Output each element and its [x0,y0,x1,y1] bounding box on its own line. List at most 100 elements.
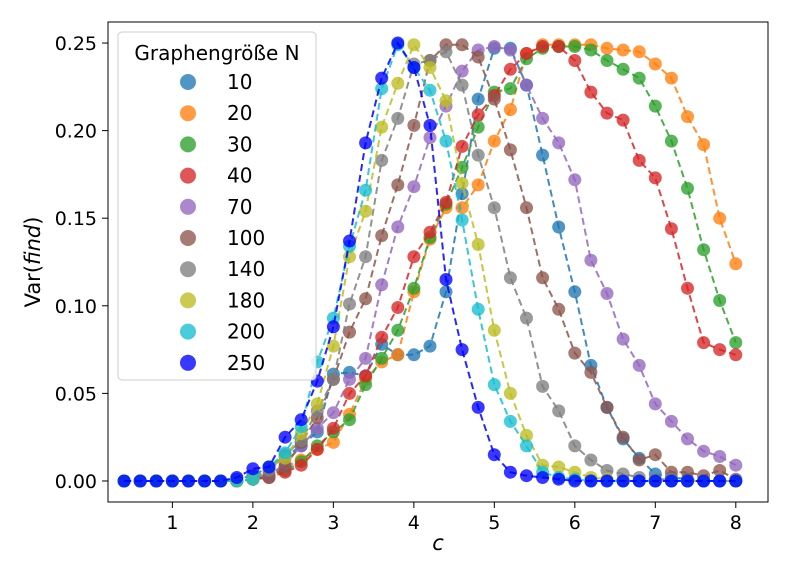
data-point [471,238,485,251]
data-point [423,225,437,239]
data-point [568,439,582,453]
data-point [600,54,614,67]
data-point [375,71,389,85]
data-point [326,406,340,420]
data-point [600,41,614,55]
data-point [648,448,662,462]
data-point [310,442,324,456]
data-point [697,243,711,257]
legend-marker [180,167,196,184]
data-point [697,336,711,350]
data-point [326,339,340,353]
legend-marker [180,230,196,246]
data-point [423,61,437,74]
data-point [214,474,228,488]
data-point [552,40,566,53]
data-point [648,57,662,71]
y-tick-label: 0.15 [55,208,97,230]
y-axis: 0.00 0.05 0.10 0.15 0.20 0.25 [55,33,108,493]
x-tick-label: 7 [649,512,661,534]
data-point [407,180,421,194]
data-point [600,106,614,120]
data-point [423,83,437,97]
data-point [552,460,566,474]
data-point [133,474,147,488]
legend-entry-10: 10 [180,70,252,94]
legend-marker [180,354,196,371]
data-point [391,348,405,362]
x-axis: 1 2 3 4 5 6 7 8 [166,502,742,534]
data-point [326,435,340,449]
data-point [584,253,598,267]
data-point [584,365,598,379]
data-point [278,430,292,444]
legend-label: 180 [227,288,265,312]
data-point [471,50,485,64]
data-point [455,213,469,227]
data-point [149,474,163,488]
legend-entry-200: 200 [180,320,265,344]
data-point [536,40,550,53]
data-point [439,285,453,299]
data-point [359,369,373,383]
legend-entry-40: 40 [180,164,252,188]
data-point [375,153,389,167]
data-point [471,302,485,316]
data-point [375,351,389,365]
data-point [616,62,630,76]
y-tick-label: 0.05 [55,383,97,405]
data-point [439,94,453,108]
x-tick-label: 1 [166,512,178,534]
data-point [503,103,517,117]
data-point [246,462,260,476]
legend-marker [180,323,196,340]
data-point [729,458,743,472]
data-point [326,372,340,386]
data-point [648,397,662,411]
data-point [552,302,566,316]
data-point [729,336,743,350]
data-point [455,38,469,52]
y-tick-label: 0.00 [55,471,97,493]
data-point [648,99,662,113]
data-point [536,471,550,484]
data-point [471,178,485,192]
data-point [471,148,485,162]
legend-label: 10 [227,70,252,94]
legend-label: 20 [227,101,252,125]
legend-marker [180,105,196,122]
data-point [455,187,469,201]
data-point [520,439,533,453]
data-point [117,474,131,488]
data-point [439,273,453,286]
data-point [326,421,340,435]
legend-entry-30: 30 [180,132,252,156]
data-point [391,178,405,192]
legend-entry-140: 140 [180,257,265,281]
data-point [455,176,469,190]
data-point [230,471,244,484]
data-point [729,257,743,271]
legend-label: 200 [227,320,265,344]
legend-marker [180,136,196,153]
data-point [616,43,630,57]
data-point [359,183,373,197]
data-point [503,43,517,57]
data-point [487,201,501,215]
data-point [568,40,582,53]
data-point [375,120,389,134]
data-point [681,110,694,124]
data-point [407,61,421,74]
data-point [536,148,550,162]
data-point [713,464,727,477]
data-point [343,372,356,386]
data-point [697,474,711,488]
data-point [182,474,195,488]
y-axis-label-italic: find [21,224,45,265]
data-point [664,474,678,488]
data-point [584,43,598,57]
data-point [713,450,727,463]
legend-label: 250 [227,351,265,375]
data-point [246,472,260,486]
data-point [343,325,356,339]
